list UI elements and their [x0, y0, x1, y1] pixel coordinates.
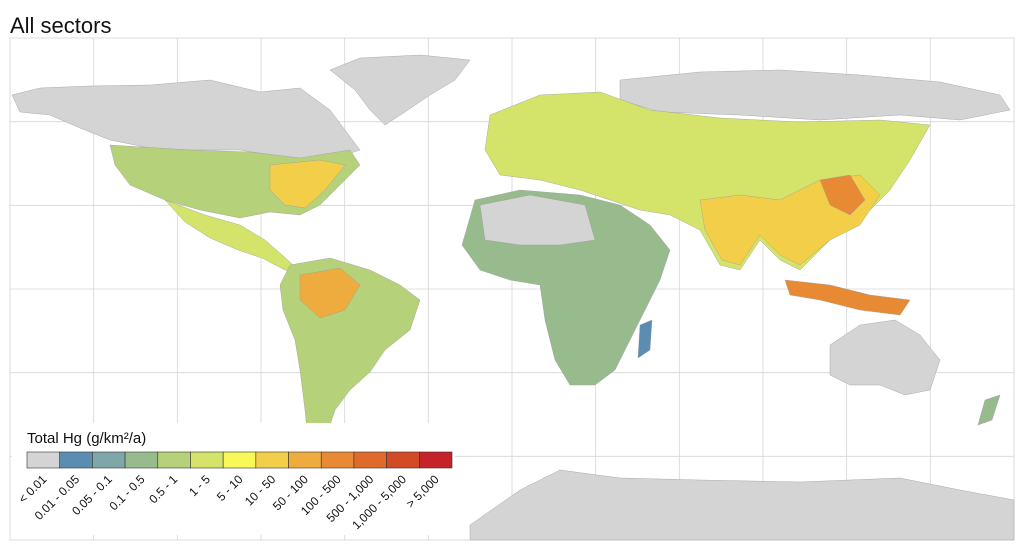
china-east: [819, 174, 866, 216]
legend-swatch: [320, 451, 355, 469]
legend-swatch: [92, 451, 126, 469]
us-east: [269, 159, 346, 209]
legend-swatch: [386, 451, 420, 469]
legend-swatch: [26, 451, 60, 469]
legend-swatch: [288, 451, 322, 469]
legend-swatch: [353, 451, 387, 469]
australia: [829, 319, 941, 396]
legend: Total Hg (g/km²/a) < 0.010.01 - 0.050.05…: [12, 423, 455, 535]
legend-swatch: [124, 451, 159, 469]
map-title: All sectors: [10, 13, 111, 38]
indonesia: [784, 279, 911, 316]
antarctica: [469, 469, 1015, 541]
legend-title: Total Hg (g/km²/a): [27, 430, 146, 447]
madagascar: [637, 319, 653, 359]
legend-swatch: [255, 451, 289, 469]
amazon: [299, 267, 361, 319]
land: [11, 54, 1015, 541]
new-zealand: [977, 394, 1001, 426]
legend-swatch: [157, 451, 191, 469]
legend-swatch: [59, 451, 93, 469]
legend-swatch: [190, 451, 224, 469]
greenland: [329, 54, 471, 126]
canada: [11, 79, 361, 161]
north-asia: [619, 69, 1011, 121]
legend-box: [12, 423, 455, 535]
legend-swatch: [419, 451, 453, 469]
sahara: [479, 194, 596, 246]
legend-swatch: [222, 451, 257, 469]
